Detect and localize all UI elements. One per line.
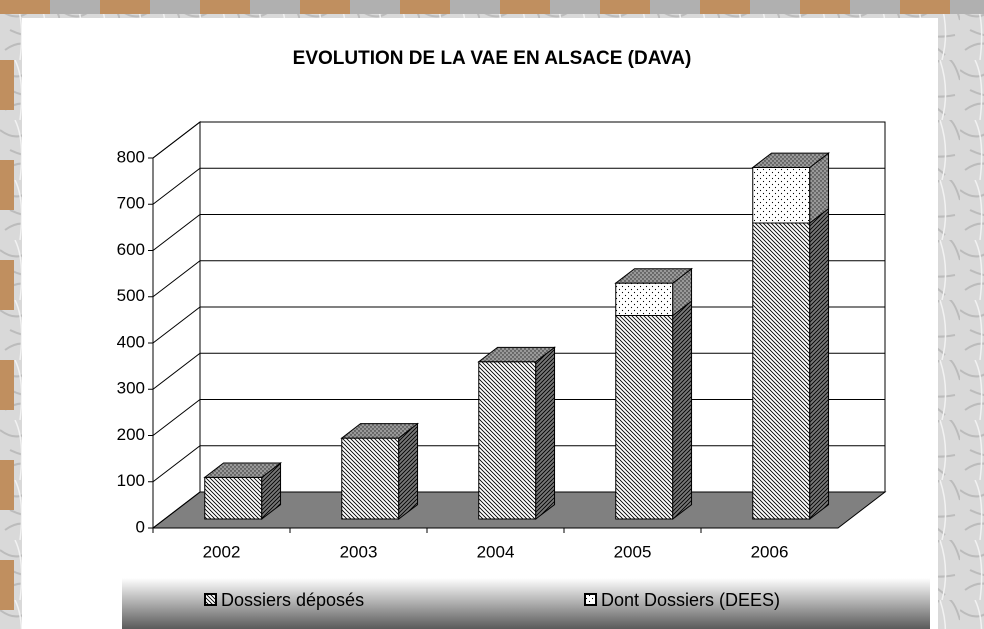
y-tick-label: 200 [117, 425, 145, 444]
bar-front [204, 476, 263, 520]
bar-front [341, 437, 400, 520]
bar-top [203, 462, 283, 478]
legend-box [122, 578, 930, 629]
x-tick-label: 2003 [340, 542, 378, 561]
bar-top [614, 268, 694, 284]
grid-line [152, 167, 885, 205]
bar-front [752, 167, 811, 224]
legend-swatch [204, 593, 217, 606]
y-tick-label: 800 [117, 147, 145, 166]
grid-line [152, 260, 885, 298]
legend-label: Dont Dossiers (DEES) [601, 590, 780, 610]
x-tick-label: 2006 [751, 542, 789, 561]
y-tick-label: 400 [117, 332, 145, 351]
bar-front [478, 361, 537, 520]
bar-side [398, 422, 419, 521]
x-tick-label: 2002 [203, 542, 241, 561]
border-stripes [0, 0, 950, 610]
y-tick-label: 300 [117, 379, 145, 398]
bar-front [752, 222, 811, 520]
bar-side [535, 346, 556, 521]
bar-side [672, 300, 693, 521]
y-tick-label: 100 [117, 471, 145, 490]
bar-top [477, 346, 557, 363]
x-tick-label: 2004 [477, 542, 515, 561]
bar-top [340, 423, 420, 439]
bar-side [809, 207, 830, 521]
y-tick-label: 500 [117, 286, 145, 305]
legend-label: Dossiers déposés [221, 590, 364, 610]
grid-line [152, 214, 885, 251]
y-tick-label: 700 [117, 194, 145, 213]
chart-title: EVOLUTION DE LA VAE EN ALSACE (DAVA) [293, 48, 692, 69]
grid-line [152, 121, 885, 159]
y-tick-label: 600 [117, 240, 145, 259]
bar-front [615, 282, 674, 316]
legend-swatch [584, 593, 597, 606]
y-tick-label: 0 [136, 517, 145, 536]
x-tick-label: 2005 [614, 542, 652, 561]
bar-front [615, 315, 674, 520]
bar-top [751, 152, 831, 168]
